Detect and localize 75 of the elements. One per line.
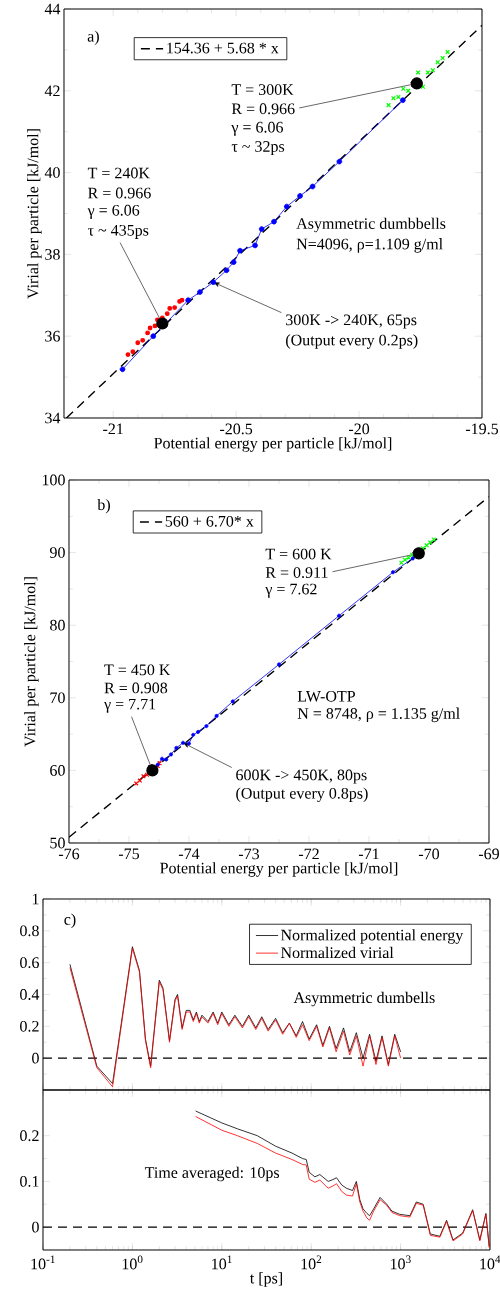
x-axis-title: Potential energy per particle [kJ/mol] [154,437,392,452]
x-tick-label: -74 [178,848,200,860]
x-tick-label: -20 [348,423,370,435]
x-tick-label: -73 [238,848,260,860]
legend-label: Normalized virial [280,946,394,959]
y-tick-label: 40 [44,167,60,178]
y-tick-label: 0.1 [20,1175,39,1187]
y-tick-label: 100 [42,474,65,486]
y-tick-label: 0 [32,1221,39,1233]
annotation: (Output every 0.8ps) [236,787,368,802]
annotation: c) [64,913,76,929]
annotation: Asymmetric dumbbells [296,217,446,233]
x-tick-label: -19.5 [465,423,499,435]
y-tick-label: 0.6 [20,957,39,969]
y-tick-label: 34 [45,412,61,424]
x-tick-label: -71 [358,848,379,860]
x-tick-label: -76 [58,848,80,860]
y-tick-label: 44 [44,3,61,15]
y-tick-label: 0.4 [20,989,40,1000]
annotation: T = 300K [231,84,294,95]
legend-label: Normalized potential energy [280,929,464,944]
x-tick-label: -21 [103,423,123,435]
annotation: Asymmetric dumbells [293,991,435,1007]
x-tick-label: 10$^{1}$ [212,1255,232,1270]
x-tick-label: 10$^{2}$ [301,1255,322,1270]
y-tick-label: 38 [45,249,60,260]
annotation: τ ~ 435ps [87,224,149,239]
x-tick-label: -69 [478,848,499,860]
y-tick-label: 0.8 [20,925,39,937]
x-tick-label: -20.5 [220,423,253,435]
annotation: T = 450 K [104,664,171,676]
annotation: γ = 6.06 [231,121,284,136]
y-axis-title: Virial per particle [kJ/mol] [24,577,39,747]
y-tick-label: 80 [50,619,65,631]
annotation: 300K -> 240K, 65ps [286,314,417,329]
legend-label: 560 + 6.70* x [165,515,254,527]
annotation: γ = 7.71 [104,698,156,713]
annotation: T = 600 K [265,548,332,560]
annotation: γ = 7.62 [265,583,317,598]
y-tick-label: 90 [49,547,65,558]
annotation: R = 0.911 [265,567,328,578]
annotation: R = 0.966 [88,187,151,199]
annotation: γ = 6.06 [87,204,140,219]
annotation: τ ~ 32ps [231,141,285,156]
x-axis-title: Potential energy per particle [kJ/mol] [160,862,398,877]
annotation: 600K -> 450K, 80ps [236,769,367,784]
y-tick-label: 60 [50,765,65,776]
annotation: R = 0.966 [231,103,295,115]
annotation: N=4096, ρ=1.109 g/ml [296,238,443,253]
x-tick-label: -70 [418,848,440,860]
y-tick-label: 50 [50,837,65,849]
y-tick-label: 70 [50,692,65,704]
annotation: N = 8748, ρ = 1.135 g/ml [297,707,460,723]
y-tick-label: 1 [32,893,39,905]
y-tick-label: 36 [45,330,60,342]
annotation: LW-OTP [297,690,355,702]
annotation: T = 240K [87,167,150,179]
y-tick-label: 0.2 [20,1130,39,1142]
x-tick-label: 10$^{0}$ [122,1255,143,1270]
annotation: a) [87,30,99,45]
annotation: (Output every 0.2ps) [286,334,418,349]
x-tick-label: 10$^{-1}$ [31,1255,55,1270]
x-tick-label: 10$^{3}$ [390,1255,411,1270]
annotation: b) [97,498,110,514]
x-tick-label: -75 [118,848,140,860]
y-tick-label: 42 [44,85,60,97]
annotation: R = 0.908 [104,682,168,694]
y-axis-title: Virial per particle [kJ/mol] [27,129,42,299]
legend-label: 154.36 + 5.68 * x [167,42,279,54]
annotation: Time averaged: 10ps [144,1166,280,1182]
y-tick-label: 0 [32,1052,39,1064]
x-tick-label: -72 [298,848,319,860]
x-axis-title: t [ps] [249,1272,282,1287]
y-tick-label: 0.2 [20,1020,39,1032]
x-tick-label: 10$^{4}$ [480,1255,500,1270]
